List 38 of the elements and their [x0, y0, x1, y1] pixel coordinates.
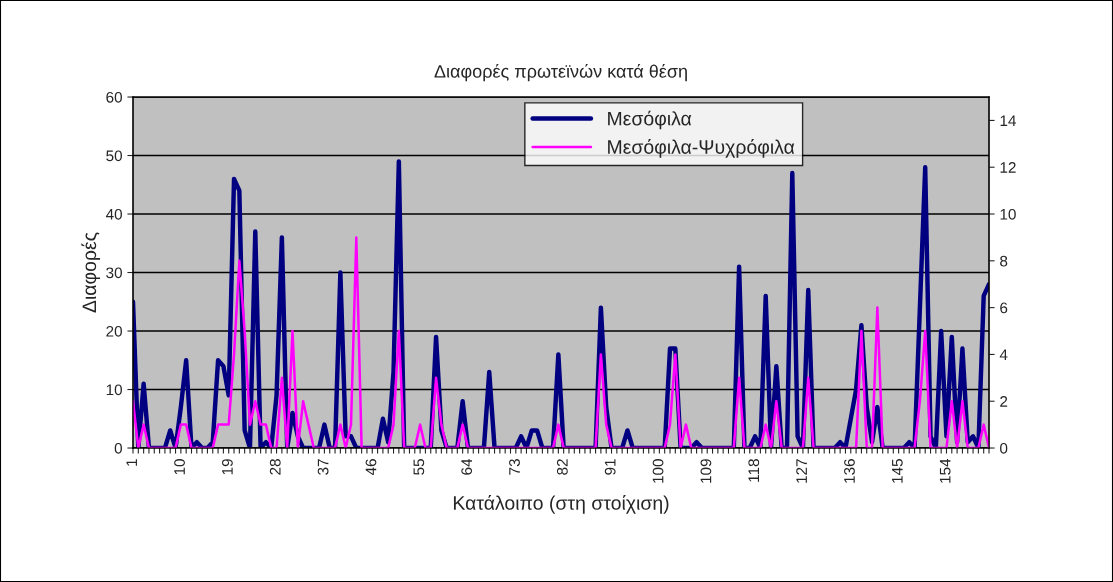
- y-tick-label: 60: [106, 91, 122, 103]
- x-tick-label: 37: [317, 459, 329, 475]
- x-tick-label: 64: [461, 458, 473, 475]
- x-tick-label: 55: [413, 459, 425, 475]
- x-tick-label: 136: [844, 459, 855, 483]
- x-tick-label: 73: [509, 459, 520, 475]
- legend-label: Μεσόφιλα: [608, 110, 692, 130]
- y2-tick-label: 8: [1000, 255, 1008, 267]
- y2-tick-label: 4: [999, 349, 1008, 360]
- chart-title: Διαφορές πρωτεϊνών κατά θέση: [434, 63, 687, 82]
- y-tick-label: 20: [106, 325, 122, 337]
- x-tick-label: 19: [221, 459, 233, 475]
- y2-tick-label: 0: [1000, 442, 1008, 454]
- x-axis-title: Κατάλοιπο (στη στοίχιση): [453, 495, 669, 514]
- y2-tick-label: 6: [1000, 302, 1008, 314]
- x-tick-label: 10: [174, 459, 185, 475]
- y-tick-label: 50: [106, 150, 122, 162]
- x-tick-label: 100: [652, 459, 664, 483]
- x-tick-label: 1: [126, 459, 137, 466]
- y-tick-label: 40: [105, 208, 122, 220]
- x-tick-label: 28: [269, 459, 281, 475]
- x-tick-label: 118: [748, 459, 760, 482]
- legend-label: Μεσόφιλα-Ψυχρόφιλα: [608, 139, 795, 158]
- y2-tick-label: 10: [1000, 208, 1016, 220]
- x-tick-label: 145: [892, 459, 903, 483]
- x-tick-label: 82: [556, 459, 568, 475]
- y2-tick-label: 2: [1000, 396, 1008, 407]
- x-tick-label: 154: [939, 458, 951, 483]
- y-axis-title: Διαφορές: [81, 232, 101, 313]
- x-tick-label: 91: [604, 459, 616, 475]
- x-tick-label: 127: [796, 459, 807, 483]
- y-tick-label: 30: [106, 267, 122, 279]
- y-tick-label: 0: [114, 442, 122, 454]
- x-tick-label: 109: [700, 459, 712, 483]
- x-tick-label: 46: [365, 459, 377, 476]
- y-tick-label: 10: [106, 384, 122, 396]
- y2-tick-label: 12: [1000, 162, 1016, 173]
- y2-tick-label: 14: [1000, 115, 1016, 126]
